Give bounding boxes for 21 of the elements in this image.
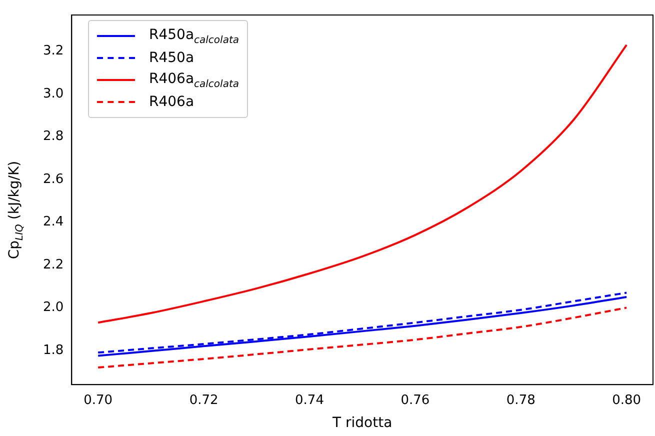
y-tick-label: 2.0 [42, 300, 64, 316]
x-tick-label: 0.74 [295, 392, 324, 408]
x-tick-label: 0.76 [400, 392, 430, 408]
x-tick-label: 0.72 [189, 392, 218, 408]
legend-label: R406a [149, 94, 194, 110]
x-tick-label: 0.70 [84, 392, 113, 408]
line-series [97, 44, 628, 324]
line-series [97, 306, 628, 369]
legend-label: R406a$_{calcolata}$ [149, 70, 240, 90]
x-tick-label: 0.78 [506, 392, 536, 408]
y-tick-label: 2.2 [42, 257, 64, 272]
y-tick-label: 3.0 [42, 86, 64, 102]
legend-label: R450a$_{calcolata}$ [149, 26, 240, 46]
y-tick-label: 2.4 [42, 214, 64, 230]
legend-label: R450a [149, 50, 194, 66]
y-tick-label: 3.2 [42, 44, 64, 59]
y-tick-label: 1.8 [42, 342, 64, 358]
x-tick-label: 0.80 [612, 392, 642, 408]
x-axis-title: T ridotta [332, 415, 392, 432]
y-tick-label: 2.8 [42, 129, 64, 144]
y-tick-label: 2.6 [42, 172, 64, 187]
